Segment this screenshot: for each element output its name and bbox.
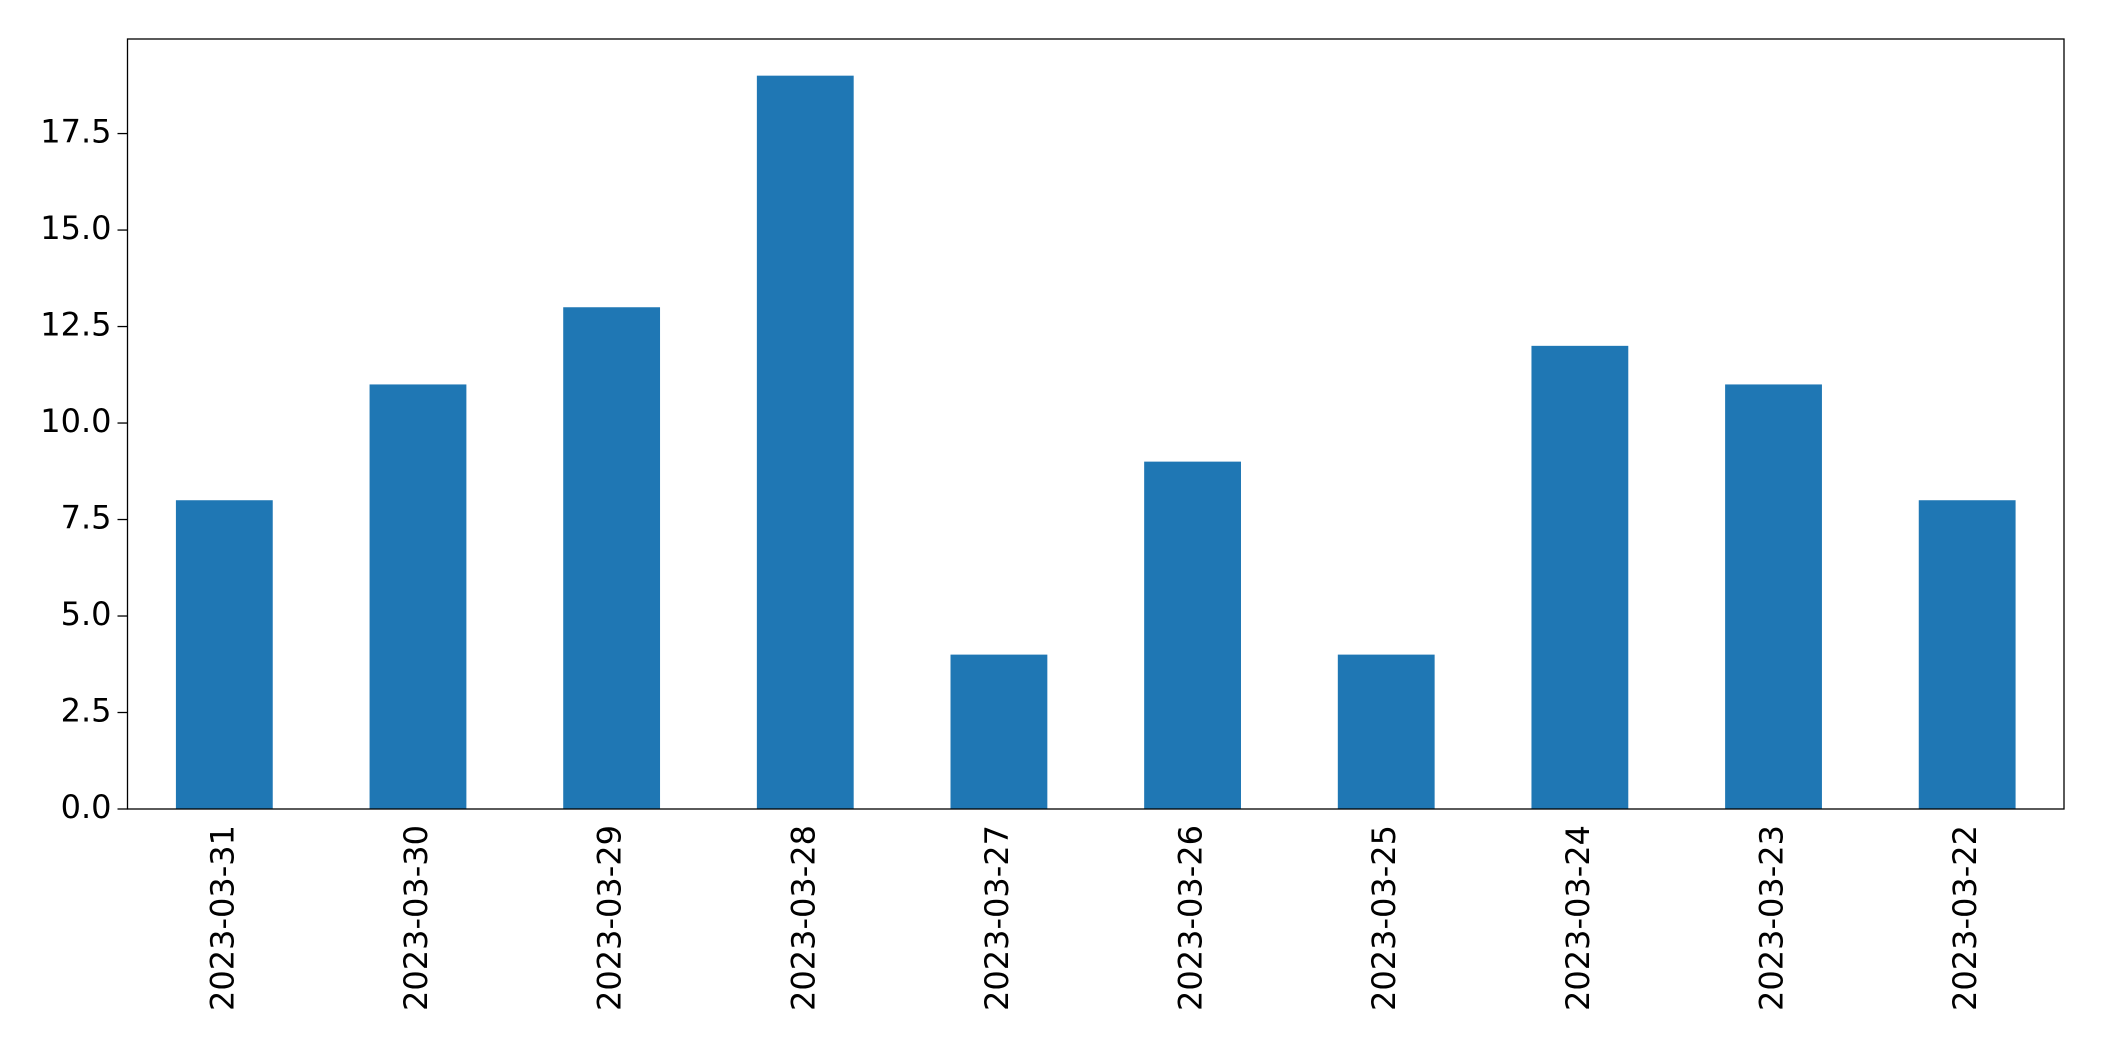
bar	[756, 75, 854, 809]
y-tick-label: 17.5	[40, 113, 111, 151]
bar	[1725, 384, 1822, 809]
x-tick-label: 2023-03-25	[1365, 825, 1403, 1011]
x-tick-label: 2023-03-31	[203, 825, 241, 1011]
bar	[1531, 345, 1629, 809]
y-tick-label: 0.0	[61, 788, 112, 826]
x-tick-label: 2023-03-26	[1172, 825, 1210, 1011]
bar	[950, 654, 1048, 809]
x-tick-label: 2023-03-29	[591, 825, 629, 1011]
bar	[1144, 461, 1241, 809]
y-tick-label: 5.0	[61, 595, 112, 633]
x-tick-label: 2023-03-22	[1946, 825, 1984, 1011]
bar	[563, 307, 661, 809]
bar	[175, 500, 273, 809]
y-tick-label: 10.0	[40, 402, 111, 440]
y-tick-label: 2.5	[61, 692, 112, 730]
x-tick-label: 2023-03-30	[397, 825, 435, 1011]
x-tick-label: 2023-03-28	[784, 825, 822, 1011]
bar	[1337, 654, 1435, 809]
x-tick-label: 2023-03-23	[1753, 825, 1791, 1011]
y-tick-label: 15.0	[40, 209, 111, 247]
bar	[369, 384, 467, 809]
y-tick-label: 7.5	[61, 499, 112, 537]
x-tick-label: 2023-03-27	[978, 825, 1016, 1011]
plot-frame	[126, 38, 2065, 810]
bar	[1918, 500, 2016, 809]
x-tick-label: 2023-03-24	[1559, 825, 1597, 1011]
y-tick-label: 12.5	[40, 306, 111, 344]
